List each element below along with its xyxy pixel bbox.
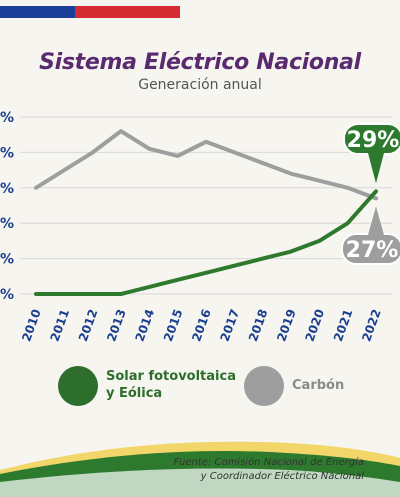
x-tick-label: 2014 xyxy=(133,307,158,343)
svg-text:27%: 27% xyxy=(346,238,399,263)
x-tick-label: 2018 xyxy=(246,307,271,343)
x-tick-label: 2020 xyxy=(303,307,328,343)
callouts: 29% 27% xyxy=(341,123,400,265)
grid-lines xyxy=(20,116,392,295)
series-line-solar xyxy=(34,189,378,296)
chart-subtitle: Generación anual xyxy=(138,77,262,93)
legend-item-solar: Solar fotovoltaica y Eólica xyxy=(58,366,236,406)
x-tick-label: 2021 xyxy=(331,307,356,343)
legend-swatch-solar xyxy=(58,366,98,406)
x-tick-label: 2019 xyxy=(274,307,299,343)
x-tick-labels: 2010 2011 2012 2013 2014 2015 2016 2017 2018 2019… xyxy=(19,307,384,343)
x-tick-label: 2011 xyxy=(48,307,73,343)
y-tick-label: 20% xyxy=(0,216,14,232)
x-tick-label: 2010 xyxy=(19,307,44,343)
chile-flag-stripe xyxy=(0,6,180,18)
series-lines xyxy=(34,129,378,296)
y-tick-labels: 0% 10% 20% 30% 40% 50% xyxy=(0,110,14,303)
source-note: Fuente: Comisión Nacional de Energía y C… xyxy=(173,457,364,482)
legend-swatch-coal xyxy=(244,366,284,406)
callout-solar: 29% xyxy=(343,123,400,184)
y-tick-label: 50% xyxy=(0,110,14,126)
y-tick-label: 40% xyxy=(0,145,14,161)
callout-coal: 27% xyxy=(341,206,400,265)
flag-blue xyxy=(0,6,75,18)
x-tick-label: 2015 xyxy=(161,307,186,343)
svg-text:29%: 29% xyxy=(347,128,400,153)
y-tick-label: 30% xyxy=(0,181,14,197)
x-tick-label: 2016 xyxy=(189,307,214,343)
decorative-footer-swoosh xyxy=(0,441,400,497)
x-tick-label: 2012 xyxy=(76,307,101,343)
series-line-coal xyxy=(34,129,378,201)
legend-label-solar: Solar fotovoltaica y Eólica xyxy=(106,369,236,401)
chart-title: Sistema Eléctrico Nacional xyxy=(39,50,361,75)
x-tick-label: 2022 xyxy=(359,307,384,343)
legend-label-coal: Carbón xyxy=(292,377,345,393)
y-tick-label: 0% xyxy=(0,287,14,303)
legend-item-coal: Carbón xyxy=(244,366,344,406)
flag-red xyxy=(75,6,180,18)
x-tick-label: 2013 xyxy=(104,307,129,343)
x-tick-label: 2017 xyxy=(218,307,243,343)
y-tick-label: 10% xyxy=(0,252,14,268)
